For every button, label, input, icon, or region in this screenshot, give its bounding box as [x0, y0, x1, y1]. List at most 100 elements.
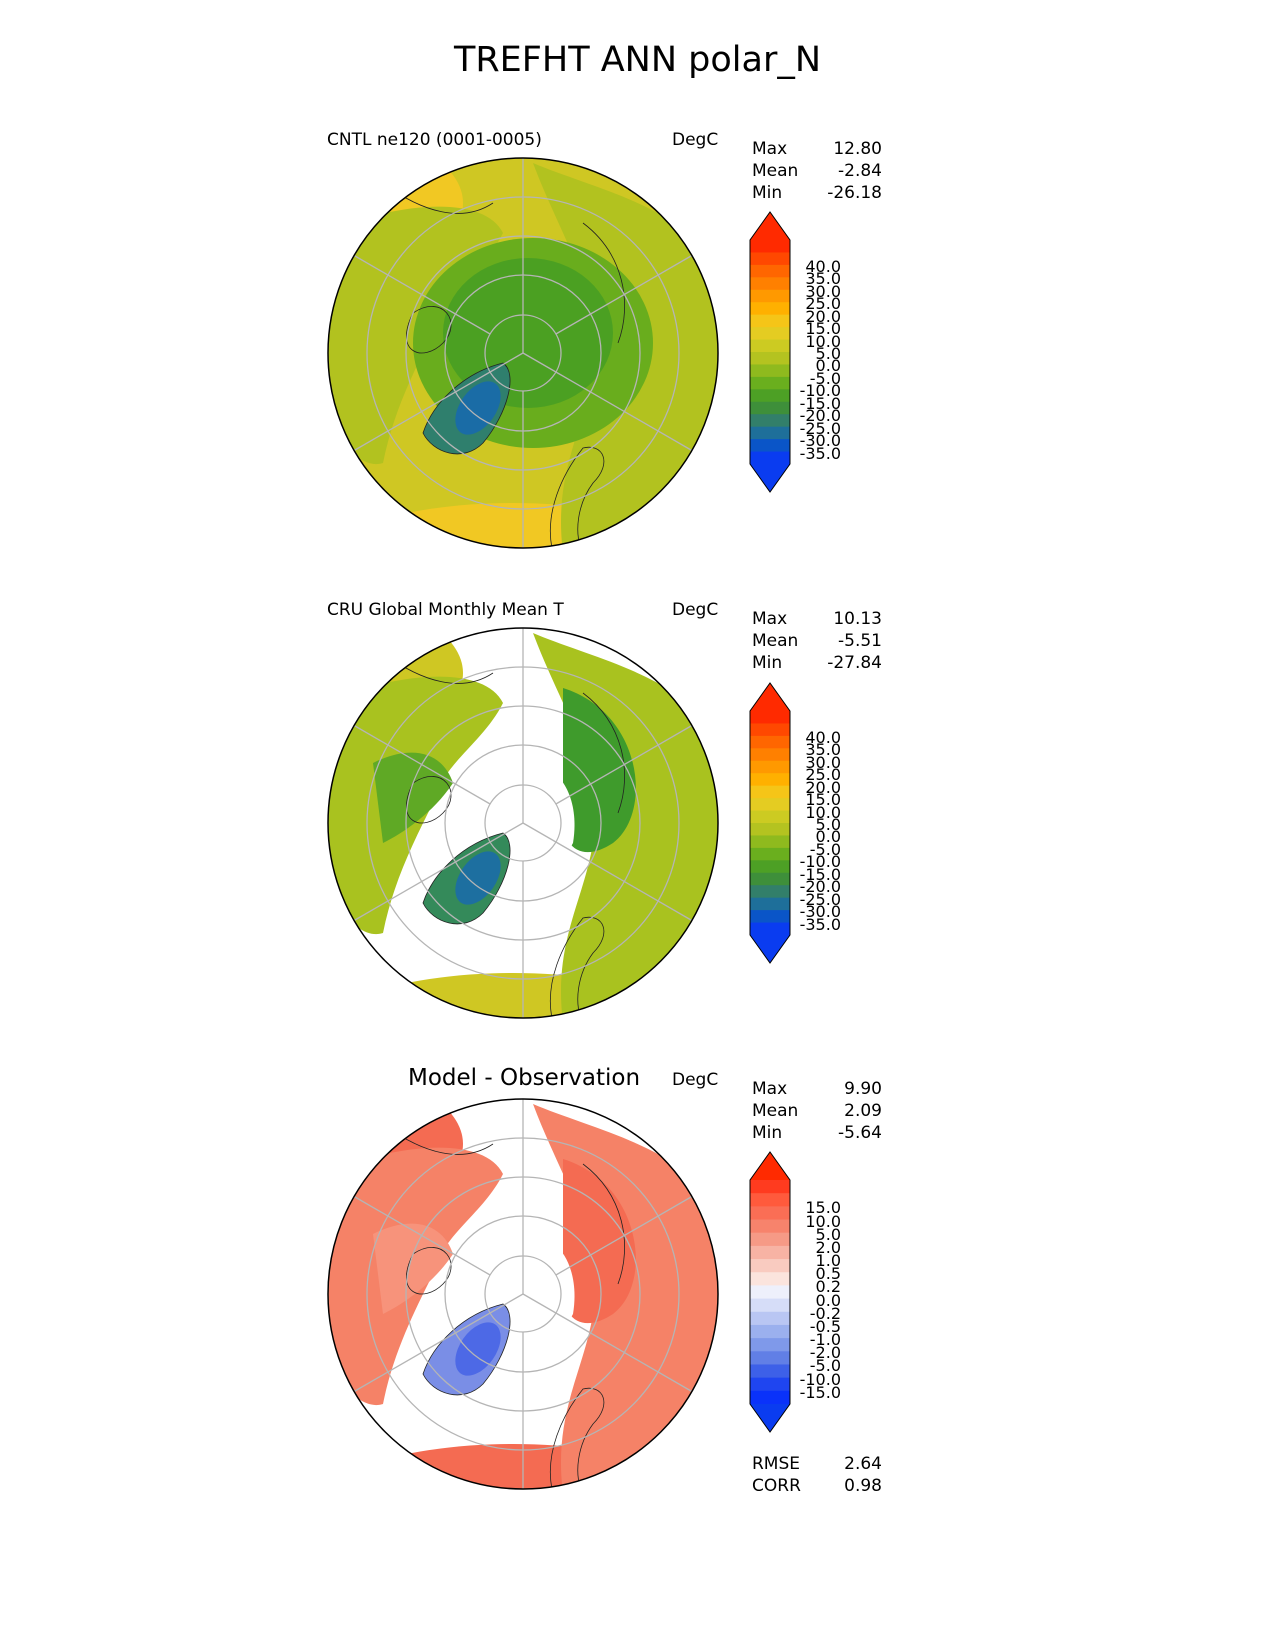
colorbar-tick-label: -15.0	[799, 864, 841, 884]
colorbar-tick-label: 35.0	[805, 269, 841, 289]
map-coastline	[549, 1387, 605, 1489]
colorbar-segment	[750, 735, 790, 749]
map-canada-core	[373, 752, 453, 843]
map-siberia-core	[561, 1159, 636, 1324]
colorbar-tick-label: 1.0	[815, 1251, 841, 1271]
map-meridian	[489, 1293, 524, 1314]
colorbar-tick-label: -5.0	[809, 368, 841, 388]
colorbar-segment	[750, 1351, 790, 1366]
colorbar-tick-label: -35.0	[799, 914, 841, 934]
colorbar-tick-label: 15.0	[805, 790, 841, 810]
colorbar-tick-label: 40.0	[805, 256, 841, 276]
map-coastline	[582, 222, 625, 344]
colorbar-segment	[750, 1272, 790, 1287]
colorbar-segment	[750, 302, 790, 316]
map-coastline	[582, 692, 625, 814]
map-meridian	[489, 822, 524, 843]
colorbar-tick-label: -30.0	[799, 902, 841, 922]
map-greenland-core	[455, 1322, 501, 1376]
colorbar-tick-label: -20.0	[799, 406, 841, 426]
colorbar-segment	[750, 389, 790, 403]
colorbar-tick-label: 0.2	[815, 1277, 841, 1297]
colorbar-segment	[750, 1259, 790, 1273]
map-meridian	[353, 1312, 491, 1393]
colorbar-tick-label: 0.0	[815, 356, 841, 376]
map-border	[327, 1098, 719, 1490]
panel-1-colorbar	[749, 211, 791, 493]
colorbar-tick-label: 10.0	[805, 331, 841, 351]
colorbar-segment	[750, 897, 790, 911]
colorbar-segment	[750, 1324, 790, 1339]
panel-3-stats: Max 9.90 Mean 2.09 Min -5.64	[752, 1078, 882, 1144]
map-coastline	[549, 446, 605, 548]
colorbar-segment	[750, 1285, 790, 1300]
colorbar-segment	[750, 1390, 790, 1405]
colorbar-segment	[750, 1219, 790, 1234]
map-meridian	[353, 1195, 491, 1276]
panel-3-units: DegC	[672, 1070, 719, 1090]
colorbar-segment	[750, 835, 790, 849]
colorbar-segment	[750, 1245, 790, 1260]
map-meridian	[555, 724, 693, 805]
colorbar-bottom-arrow	[750, 935, 790, 963]
colorbar-segment	[750, 810, 790, 824]
stat-mean: Mean -5.51	[752, 631, 882, 651]
colorbar-segment	[750, 264, 790, 278]
stat-mean: Mean -2.84	[752, 161, 882, 181]
colorbar-segment	[750, 885, 790, 899]
colorbar-tick-label: -25.0	[799, 418, 841, 438]
colorbar-tick-label: 0.0	[815, 827, 841, 847]
colorbar-segment	[750, 872, 790, 886]
colorbar-segment	[750, 414, 790, 428]
colorbar-segment	[750, 760, 790, 774]
colorbar-tick-label: -15.0	[799, 1382, 841, 1402]
panel-3-extra-stats: RMSE 2.64 CORR 0.98	[752, 1453, 882, 1497]
colorbar-tick-label: -20.0	[799, 877, 841, 897]
stat-min: Min -5.64	[752, 1123, 882, 1143]
colorbar-segment	[750, 1364, 790, 1379]
panel-1-units: DegC	[672, 130, 719, 150]
map-meridian	[555, 1312, 693, 1393]
colorbar-tick-label: 20.0	[805, 777, 841, 797]
colorbar-segment	[750, 910, 790, 924]
colorbar-segment	[750, 847, 790, 861]
colorbar-tick-label: -1.0	[809, 1330, 841, 1350]
colorbar-tick-label: 0.5	[815, 1264, 841, 1284]
colorbar-tick-label: 2.0	[815, 1237, 841, 1257]
colorbar-tick-label: 10.0	[805, 802, 841, 822]
colorbar-tick-label: 5.0	[815, 1224, 841, 1244]
colorbar-tick-label: -30.0	[799, 431, 841, 451]
panel-1-stats: Max 12.80 Mean -2.84 Min -26.18	[752, 138, 882, 204]
colorbar-tick-label: 0.0	[815, 1290, 841, 1310]
map-meridian	[555, 254, 693, 335]
map-meridian	[522, 822, 557, 843]
map-coastline	[582, 1163, 625, 1285]
colorbar-segment	[750, 426, 790, 440]
colorbar-tick-label: 20.0	[805, 306, 841, 326]
map-meridian	[353, 254, 491, 335]
colorbar-segment	[750, 1193, 790, 1207]
colorbar-segment	[750, 401, 790, 415]
map-siberia-core	[561, 688, 636, 853]
colorbar-segment	[750, 1377, 790, 1392]
colorbar-segment	[750, 314, 790, 328]
colorbar-bottom-arrow	[750, 464, 790, 492]
colorbar-segment	[750, 823, 790, 837]
colorbar-bottom-arrow	[750, 1404, 790, 1432]
colorbar-tick-label: 30.0	[805, 752, 841, 772]
colorbar-tick-label: -0.2	[809, 1303, 841, 1323]
colorbar-tick-label: -10.0	[799, 852, 841, 872]
colorbar-segment	[750, 252, 790, 266]
colorbar-tick-label: 30.0	[805, 281, 841, 301]
map-meridian	[353, 371, 491, 452]
colorbar-tick-label: 5.0	[815, 344, 841, 363]
colorbar-segment	[750, 1206, 790, 1221]
map-greenland-core	[455, 381, 501, 435]
map-meridian	[489, 352, 524, 373]
map-canada-core	[373, 1223, 453, 1314]
stat-max: Max 9.90	[752, 1079, 882, 1099]
map-meridian	[555, 371, 693, 452]
map-meridian	[522, 1293, 557, 1314]
panel-3-polar-map	[327, 1098, 719, 1490]
map-meridian	[353, 841, 491, 922]
